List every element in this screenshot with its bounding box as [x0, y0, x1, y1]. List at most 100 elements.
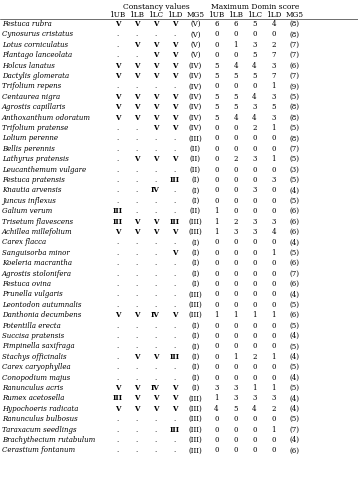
Text: Trifolium repens: Trifolium repens	[2, 82, 61, 91]
Text: .: .	[135, 124, 137, 132]
Text: Danthonia decumbens: Danthonia decumbens	[2, 311, 81, 319]
Text: Festuca pratensis: Festuca pratensis	[2, 176, 65, 184]
Text: (I): (I)	[192, 176, 200, 184]
Text: 0: 0	[214, 145, 219, 153]
Text: V: V	[134, 228, 139, 236]
Text: .: .	[116, 135, 118, 142]
Text: (II): (II)	[190, 145, 201, 153]
Text: V: V	[153, 155, 158, 163]
Text: 0: 0	[233, 290, 238, 298]
Text: .: .	[135, 82, 137, 91]
Text: 0: 0	[233, 374, 238, 382]
Text: (5): (5)	[290, 124, 300, 132]
Text: V: V	[153, 93, 158, 101]
Text: IV: IV	[151, 186, 160, 194]
Text: 3: 3	[252, 228, 257, 236]
Text: 6: 6	[233, 20, 238, 28]
Text: V: V	[172, 124, 177, 132]
Text: .: .	[154, 436, 157, 444]
Text: 0: 0	[233, 301, 238, 309]
Text: .: .	[154, 207, 157, 215]
Text: 3: 3	[252, 103, 257, 111]
Text: Lolium perenne: Lolium perenne	[2, 135, 58, 142]
Text: 0: 0	[252, 270, 257, 278]
Text: .: .	[173, 30, 176, 38]
Text: Trifolium pratense: Trifolium pratense	[2, 124, 68, 132]
Text: (III): (III)	[189, 311, 202, 319]
Text: 0: 0	[252, 82, 257, 91]
Text: V: V	[172, 62, 177, 69]
Text: 3: 3	[252, 394, 257, 402]
Text: .: .	[135, 166, 137, 173]
Text: 0: 0	[233, 135, 238, 142]
Text: 0: 0	[214, 332, 219, 340]
Text: 4: 4	[233, 62, 238, 69]
Text: Hypochoeris radicata: Hypochoeris radicata	[2, 405, 78, 413]
Text: Stachys officinalis: Stachys officinalis	[2, 353, 67, 361]
Text: 3: 3	[233, 228, 238, 236]
Text: .: .	[135, 290, 137, 298]
Text: 5: 5	[233, 103, 238, 111]
Text: (4): (4)	[290, 374, 300, 382]
Text: (III): (III)	[189, 426, 202, 433]
Text: 0: 0	[271, 446, 276, 455]
Text: 5: 5	[233, 72, 238, 80]
Text: (I): (I)	[192, 321, 200, 330]
Text: Lathyrus pratensis: Lathyrus pratensis	[2, 155, 69, 163]
Text: 0: 0	[233, 186, 238, 194]
Text: .: .	[135, 259, 137, 267]
Text: 0: 0	[233, 249, 238, 257]
Text: .: .	[154, 446, 157, 455]
Text: .: .	[173, 280, 176, 288]
Text: V: V	[153, 72, 158, 80]
Text: 0: 0	[233, 176, 238, 184]
Text: .: .	[135, 301, 137, 309]
Text: .: .	[154, 415, 157, 423]
Text: Carex flacca: Carex flacca	[2, 239, 46, 246]
Text: 1: 1	[271, 384, 276, 392]
Text: .: .	[154, 249, 157, 257]
Text: 2: 2	[252, 124, 257, 132]
Text: .: .	[154, 321, 157, 330]
Text: IV: IV	[151, 384, 160, 392]
Text: 0: 0	[214, 41, 219, 49]
Text: 0: 0	[214, 301, 219, 309]
Text: 0: 0	[214, 176, 219, 184]
Text: (II): (II)	[190, 166, 201, 173]
Text: 0: 0	[214, 135, 219, 142]
Text: (5): (5)	[290, 249, 300, 257]
Text: 0: 0	[271, 207, 276, 215]
Text: 0: 0	[252, 332, 257, 340]
Text: 0: 0	[214, 155, 219, 163]
Text: (6): (6)	[290, 311, 300, 319]
Text: (5): (5)	[290, 415, 300, 423]
Text: V: V	[172, 20, 177, 28]
Text: .: .	[173, 207, 176, 215]
Text: .: .	[135, 135, 137, 142]
Text: .: .	[135, 176, 137, 184]
Text: (8): (8)	[290, 103, 300, 111]
Text: 0: 0	[214, 436, 219, 444]
Text: .: .	[116, 155, 118, 163]
Text: 3: 3	[271, 217, 276, 226]
Text: (5): (5)	[290, 342, 300, 351]
Text: III: III	[169, 176, 180, 184]
Text: 0: 0	[271, 301, 276, 309]
Text: 4: 4	[252, 93, 257, 101]
Text: .: .	[116, 290, 118, 298]
Text: .: .	[116, 301, 118, 309]
Text: V: V	[172, 41, 177, 49]
Text: (5): (5)	[290, 363, 300, 371]
Text: 0: 0	[233, 270, 238, 278]
Text: 0: 0	[233, 145, 238, 153]
Text: (I): (I)	[192, 363, 200, 371]
Text: .: .	[116, 176, 118, 184]
Text: (I): (I)	[192, 342, 200, 351]
Text: 0: 0	[233, 332, 238, 340]
Text: .: .	[135, 415, 137, 423]
Text: 4: 4	[252, 62, 257, 69]
Text: (I): (I)	[192, 353, 200, 361]
Text: 4: 4	[214, 405, 219, 413]
Text: .: .	[173, 363, 176, 371]
Text: (I): (I)	[192, 374, 200, 382]
